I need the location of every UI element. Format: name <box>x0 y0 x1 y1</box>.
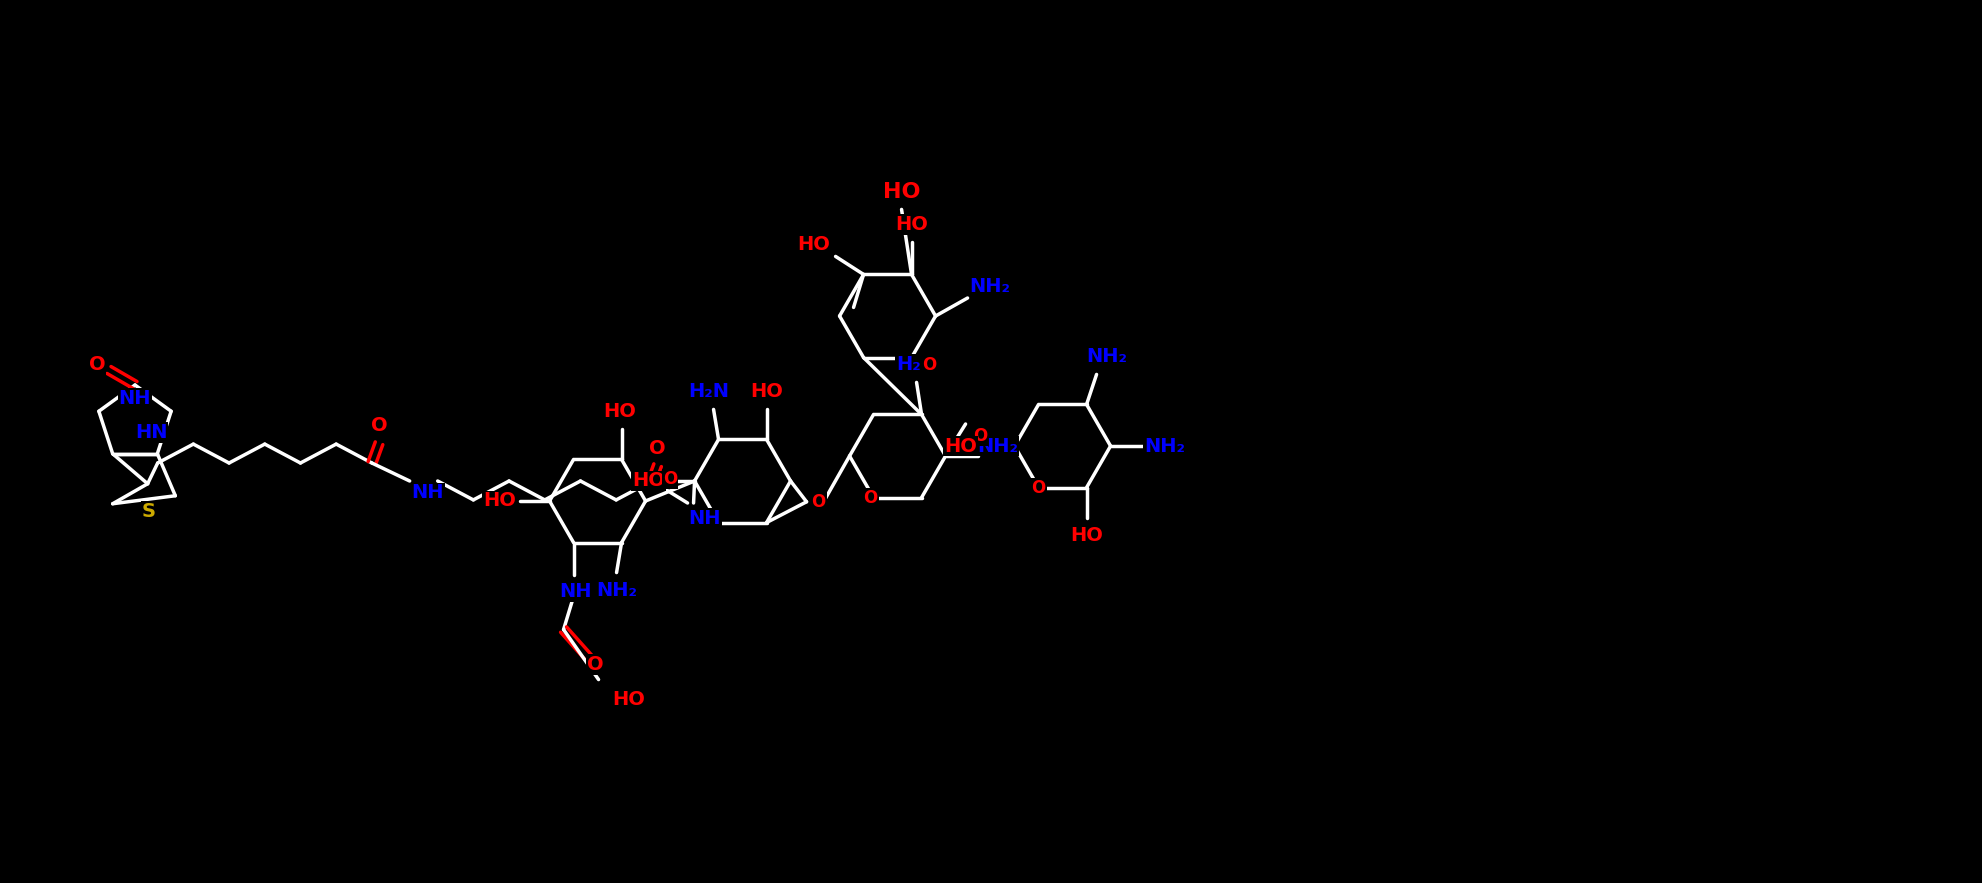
Text: H₂N: H₂N <box>896 355 937 374</box>
Text: HN: HN <box>135 423 168 442</box>
Text: NH₂: NH₂ <box>1144 436 1185 456</box>
Text: O: O <box>922 356 937 374</box>
Text: S: S <box>143 502 157 521</box>
Text: HO: HO <box>943 436 977 456</box>
Text: HO: HO <box>882 183 920 202</box>
Text: HO: HO <box>896 215 928 234</box>
Text: HO: HO <box>1070 526 1104 545</box>
Text: NH: NH <box>412 484 444 502</box>
Text: NH: NH <box>119 389 151 408</box>
Text: HO: HO <box>797 235 830 254</box>
Text: HO: HO <box>749 382 783 401</box>
Text: NH₂: NH₂ <box>597 581 636 600</box>
Text: NH₂: NH₂ <box>977 436 1019 456</box>
Text: O: O <box>371 416 386 434</box>
Text: H₂N: H₂N <box>688 382 729 401</box>
Text: HO: HO <box>632 472 666 490</box>
Text: O: O <box>662 470 678 488</box>
Text: O: O <box>650 439 666 457</box>
Text: O: O <box>811 493 826 510</box>
Text: NH₂: NH₂ <box>969 276 1011 296</box>
Text: NH₂: NH₂ <box>1086 347 1128 366</box>
Text: HO: HO <box>612 691 644 709</box>
Text: O: O <box>1031 479 1046 496</box>
Text: O: O <box>864 488 878 507</box>
Text: O: O <box>973 427 987 445</box>
Text: NH: NH <box>559 582 593 601</box>
Text: HO: HO <box>603 402 636 421</box>
Text: NH: NH <box>688 509 721 527</box>
Text: HO: HO <box>484 492 515 510</box>
Text: O: O <box>587 655 605 674</box>
Text: O: O <box>89 356 105 374</box>
